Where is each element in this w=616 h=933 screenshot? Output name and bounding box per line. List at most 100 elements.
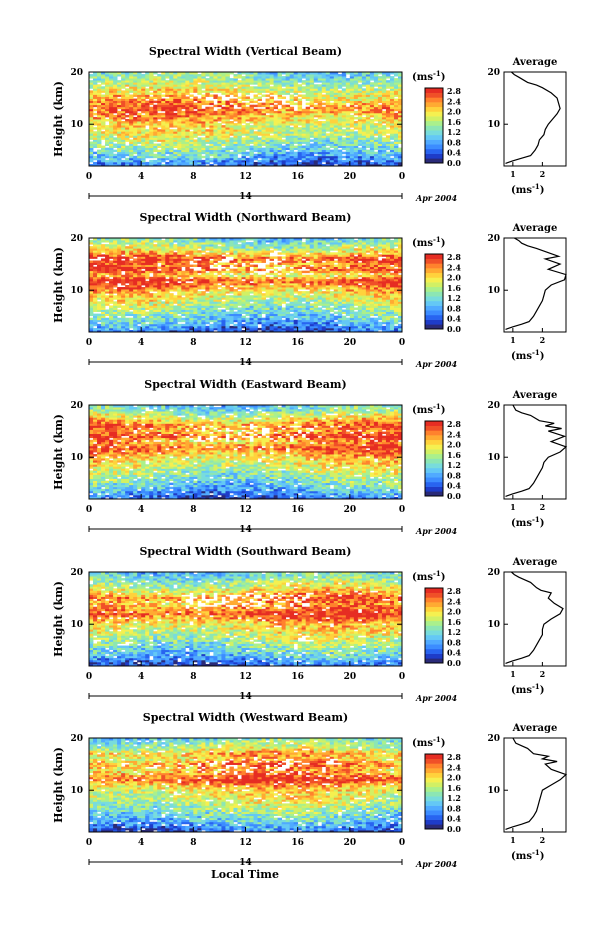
heatmap-cell: [374, 137, 378, 139]
heatmap-cell: [314, 84, 318, 86]
heatmap-cell: [205, 146, 209, 148]
heatmap-cell: [306, 103, 310, 105]
heatmap-cell: [342, 156, 346, 158]
heatmap-cell: [298, 162, 302, 164]
heatmap-cell: [394, 113, 398, 115]
heatmap-cell: [278, 109, 282, 111]
heatmap-cell: [274, 101, 278, 103]
heatmap-cell: [153, 154, 157, 156]
heatmap-cell: [113, 154, 117, 156]
heatmap-cell: [121, 90, 125, 92]
heatmap-cell: [314, 156, 318, 158]
heatmap-cell: [125, 119, 129, 121]
heatmap-cell: [229, 105, 233, 107]
heatmap-cell: [125, 146, 129, 148]
heatmap-cell: [217, 123, 221, 125]
heatmap-cell: [394, 99, 398, 101]
heatmap-cell: [342, 88, 346, 90]
heatmap-cell: [201, 90, 205, 92]
heatmap-cell: [342, 152, 346, 154]
heatmap-cell: [217, 109, 221, 111]
heatmap-cell: [225, 101, 229, 103]
heatmap-cell: [161, 99, 165, 101]
heatmap-cell: [270, 97, 274, 99]
heatmap-cell: [354, 131, 358, 133]
heatmap-cell: [282, 139, 286, 141]
heatmap-cell: [306, 107, 310, 109]
heatmap-cell: [350, 129, 354, 131]
heatmap-cell: [113, 150, 117, 152]
heatmap-cell: [322, 107, 326, 109]
heatmap-cell: [282, 146, 286, 148]
heatmap-cell: [221, 107, 225, 109]
heatmap-cell: [205, 107, 209, 109]
heatmap-cell: [221, 101, 225, 103]
heatmap-cell: [310, 109, 314, 111]
heatmap-cell: [298, 127, 302, 129]
heatmap-cell: [197, 84, 201, 86]
heatmap-cell: [105, 160, 109, 162]
heatmap-cell: [258, 137, 262, 139]
heatmap-cell: [342, 160, 346, 162]
heatmap-cell: [157, 144, 161, 146]
heatmap-cell: [342, 129, 346, 131]
heatmap-cell: [294, 152, 298, 154]
heatmap-cell: [105, 119, 109, 121]
heatmap-cell: [161, 94, 165, 96]
heatmap-cell: [314, 119, 318, 121]
heatmap-cell: [358, 148, 362, 150]
heatmap-cell: [246, 107, 250, 109]
heatmap-cell: [233, 123, 237, 125]
heatmap-cell: [374, 152, 378, 154]
heatmap-cell: [133, 99, 137, 101]
heatmap-cell: [302, 94, 306, 96]
heatmap-cell: [93, 131, 97, 133]
heatmap-cell: [298, 84, 302, 86]
panel-title: Spectral Width (Vertical Beam): [149, 45, 342, 58]
heatmap-cell: [157, 113, 161, 115]
heatmap-cell: [254, 105, 258, 107]
heatmap-cell: [233, 109, 237, 111]
heatmap-cell: [229, 99, 233, 101]
heatmap-cell: [254, 109, 258, 111]
heatmap-cell: [342, 137, 346, 139]
figure-svg: Spectral Width (Vertical Beam)1020Height…: [0, 0, 616, 929]
heatmap-cell: [165, 156, 169, 158]
heatmap-cell: [254, 94, 258, 96]
heatmap-cell: [246, 97, 250, 99]
heatmap-cell: [302, 86, 306, 88]
heatmap-cell: [346, 107, 350, 109]
heatmap-cell: [241, 125, 245, 127]
heatmap-cell: [201, 156, 205, 158]
heatmap-cell: [153, 160, 157, 162]
heatmap-cell: [157, 121, 161, 123]
heatmap-cell: [193, 139, 197, 141]
heatmap-cell: [113, 137, 117, 139]
heatmap-cell: [246, 103, 250, 105]
heatmap-cell: [350, 115, 354, 117]
heatmap-cell: [382, 137, 386, 139]
heatmap-cell: [201, 160, 205, 162]
heatmap-cell: [117, 111, 121, 113]
heatmap-cell: [290, 107, 294, 109]
heatmap-cell: [354, 107, 358, 109]
heatmap-cell: [101, 131, 105, 133]
heatmap-cell: [302, 109, 306, 111]
heatmap-cell: [262, 103, 266, 105]
heatmap-cell: [358, 84, 362, 86]
heatmap-cell: [382, 111, 386, 113]
heatmap-cell: [165, 99, 169, 101]
heatmap-cell: [193, 111, 197, 113]
heatmap-cell: [258, 97, 262, 99]
heatmap-cell: [286, 101, 290, 103]
heatmap-cell: [362, 88, 366, 90]
heatmap-cell: [326, 148, 330, 150]
heatmap-cell: [382, 125, 386, 127]
heatmap-cell: [217, 97, 221, 99]
heatmap-cell: [250, 125, 254, 127]
heatmap-cell: [294, 97, 298, 99]
heatmap-cell: [254, 86, 258, 88]
heatmap-cell: [93, 109, 97, 111]
heatmap-cell: [302, 146, 306, 148]
heatmap-cell: [318, 84, 322, 86]
